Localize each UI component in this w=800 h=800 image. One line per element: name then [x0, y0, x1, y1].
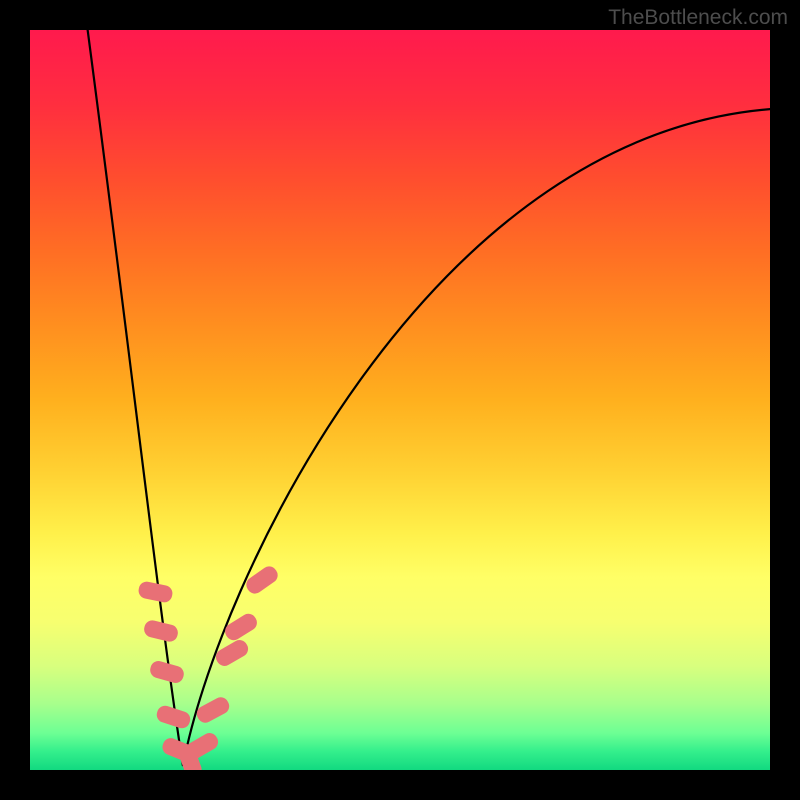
plot-area	[30, 30, 770, 770]
curve-marker	[243, 563, 281, 596]
curve-marker	[142, 619, 179, 644]
marker-group	[137, 563, 281, 770]
bottleneck-curve	[85, 30, 770, 766]
watermark-text: TheBottleneck.com	[608, 6, 788, 30]
curve-marker	[222, 611, 260, 643]
curve-layer	[30, 30, 770, 770]
curve-marker	[137, 580, 174, 604]
chart-container: TheBottleneck.com	[0, 0, 800, 800]
curve-marker	[148, 659, 185, 685]
